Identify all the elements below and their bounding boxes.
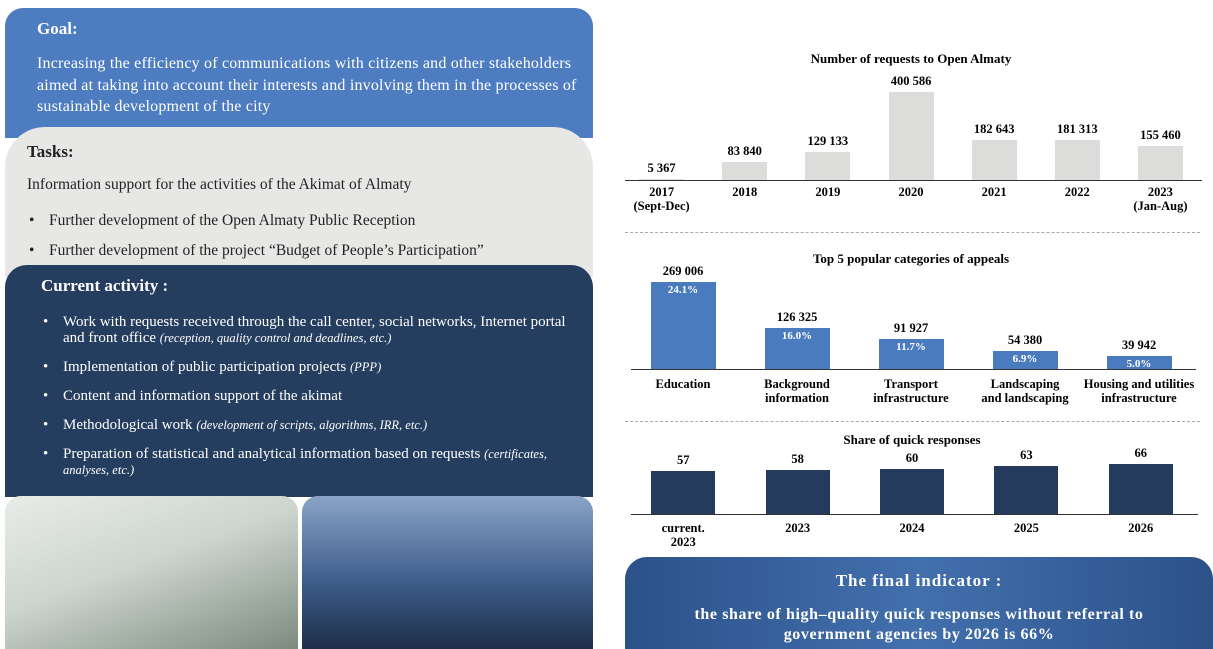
bar bbox=[651, 470, 716, 514]
category-label: Transport infrastructure bbox=[873, 377, 949, 405]
goal-heading: Goal: bbox=[37, 19, 78, 38]
category-label: 2019 bbox=[815, 185, 841, 199]
activity-item: Work with requests received through the … bbox=[41, 314, 589, 346]
separator bbox=[625, 421, 1200, 422]
share-label: 5.0% bbox=[1126, 358, 1152, 371]
bar bbox=[994, 466, 1059, 514]
tasks-intro: Information support for the activities o… bbox=[27, 176, 412, 193]
bar bbox=[1108, 464, 1173, 514]
task-item: Further development of the project “Budg… bbox=[27, 236, 484, 266]
category-label: 2023 bbox=[785, 521, 811, 535]
activity-item: Methodological work (development of scri… bbox=[41, 417, 589, 433]
baseline bbox=[631, 369, 1196, 370]
chart-title: Top 5 popular categories of appeals bbox=[812, 251, 1010, 266]
goal-panel: Goal: Increasing the efficiency of commu… bbox=[5, 8, 593, 138]
category-label: Background information bbox=[764, 377, 830, 405]
category-label: 2024 bbox=[899, 521, 925, 535]
value-label: 126 325 bbox=[776, 310, 818, 325]
value-label: 83 840 bbox=[727, 143, 762, 158]
value-label: 269 006 bbox=[662, 264, 704, 278]
value-label: 66 bbox=[1134, 446, 1148, 460]
activity-text: Content and information support of the a… bbox=[63, 388, 343, 404]
value-label: 400 586 bbox=[890, 74, 932, 88]
share-label: 6.9% bbox=[1012, 353, 1038, 366]
activity-panel: Current activity : Work with requests re… bbox=[5, 265, 593, 497]
activity-item: Preparation of statistical and analytica… bbox=[41, 446, 589, 478]
goal-text: Increasing the efficiency of communicati… bbox=[37, 55, 577, 115]
separator bbox=[625, 232, 1200, 233]
category-label: Education bbox=[655, 377, 711, 391]
chart-title: Share of quick responses bbox=[843, 432, 981, 447]
baseline bbox=[631, 514, 1198, 515]
bar bbox=[1106, 356, 1172, 369]
activity-note: (certificates, analyses, etc.) bbox=[63, 447, 547, 477]
bar bbox=[650, 282, 716, 369]
share-label: 11.7% bbox=[896, 341, 926, 354]
category-label: 2020 bbox=[898, 185, 924, 199]
final-indicator: The final indicator : the share of high–… bbox=[625, 557, 1213, 649]
value-label: 63 bbox=[1020, 448, 1033, 463]
category-label: 2026 bbox=[1128, 521, 1154, 535]
bar bbox=[1054, 140, 1100, 180]
tasks-list: Further development of the Open Almaty P… bbox=[27, 206, 484, 266]
value-label: 5 367 bbox=[647, 160, 676, 175]
activity-text: Methodological work bbox=[63, 417, 193, 433]
value-label: 58 bbox=[791, 452, 804, 467]
share-label: 24.1% bbox=[667, 284, 699, 296]
activity-note: (development of scripts, algorithms, IRR… bbox=[196, 418, 428, 432]
category-label: Landscaping and landscaping bbox=[981, 377, 1069, 405]
final-text: the share of high–quality quick response… bbox=[694, 606, 1144, 643]
photo-call-center bbox=[5, 496, 298, 649]
final-heading: The final indicator : bbox=[835, 571, 1003, 590]
category-label: 2018 bbox=[732, 185, 758, 199]
bar bbox=[765, 470, 830, 514]
value-label: 129 133 bbox=[807, 133, 849, 148]
value-label: 39 942 bbox=[1121, 338, 1157, 353]
activity-item: Content and information support of the a… bbox=[41, 388, 589, 404]
category-label: 2023 (Jan-Aug) bbox=[1133, 185, 1188, 213]
bar bbox=[992, 351, 1058, 369]
category-label: 2022 bbox=[1064, 185, 1090, 199]
category-label: Housing and utilities infrastructure bbox=[1083, 377, 1195, 405]
tasks-panel: Tasks: Information support for the activ… bbox=[5, 127, 593, 277]
value-label: 54 380 bbox=[1007, 333, 1043, 348]
bar bbox=[971, 139, 1017, 180]
activity-note: (reception, quality control and deadline… bbox=[159, 331, 392, 345]
bar bbox=[888, 92, 934, 180]
tasks-heading: Tasks: bbox=[27, 142, 74, 161]
bar bbox=[880, 468, 944, 514]
value-label: 181 313 bbox=[1056, 122, 1098, 137]
value-label: 182 643 bbox=[973, 121, 1015, 136]
activity-text: Work with requests received through the … bbox=[63, 314, 566, 346]
value-label: 155 460 bbox=[1140, 127, 1181, 142]
activity-note: (PPP) bbox=[350, 360, 382, 374]
value-label: 91 927 bbox=[893, 321, 929, 336]
activity-list: Work with requests received through the … bbox=[41, 314, 589, 478]
bar bbox=[764, 328, 830, 369]
value-label: 60 bbox=[905, 450, 919, 465]
chart-title: Number of requests to Open Almaty bbox=[810, 51, 1012, 66]
bar bbox=[805, 151, 851, 180]
category-label: 2021 bbox=[981, 185, 1007, 199]
bar bbox=[878, 339, 944, 369]
category-label: 2025 bbox=[1013, 521, 1039, 535]
activity-text: Preparation of statistical and analytica… bbox=[63, 446, 481, 462]
bar bbox=[639, 178, 685, 180]
share-label: 16.0% bbox=[781, 330, 813, 343]
bar bbox=[1137, 145, 1183, 180]
baseline bbox=[625, 180, 1202, 181]
photo-open-almaty bbox=[302, 496, 593, 649]
task-item: Further development of the Open Almaty P… bbox=[27, 206, 484, 236]
activity-text: Implementation of public participation p… bbox=[63, 359, 347, 375]
activity-item: Implementation of public participation p… bbox=[41, 359, 589, 375]
value-label: 57 bbox=[676, 452, 690, 467]
bar bbox=[722, 161, 768, 180]
activity-heading: Current activity : bbox=[41, 276, 169, 295]
category-label: current. 2023 bbox=[661, 521, 705, 549]
category-label: 2017 (Sept-Dec) bbox=[633, 185, 690, 213]
